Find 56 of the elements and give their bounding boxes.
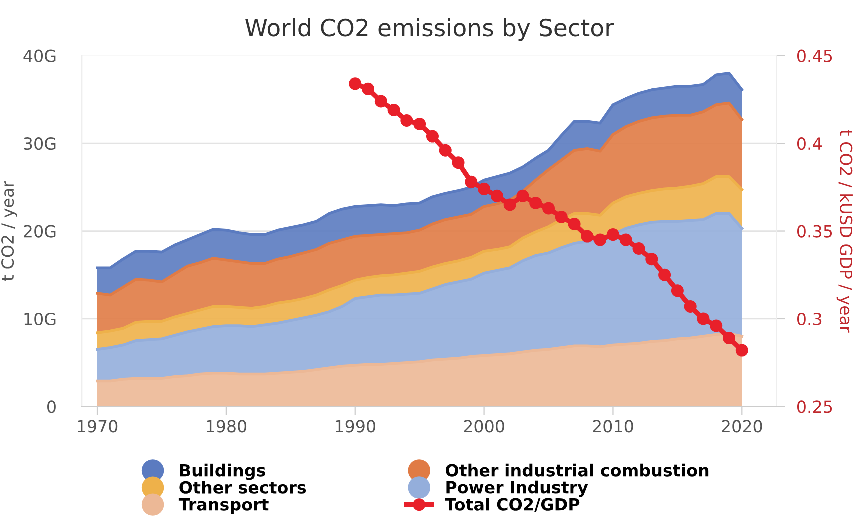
point bbox=[478, 182, 491, 196]
y-tick-label: 0 bbox=[48, 400, 56, 414]
point bbox=[439, 144, 452, 157]
point bbox=[710, 320, 723, 332]
point bbox=[568, 218, 581, 230]
x-tick-label: 1980 bbox=[207, 420, 247, 433]
y2-tick-label: 0.25 bbox=[798, 400, 832, 414]
legend-label: Other sectors bbox=[180, 481, 306, 494]
point bbox=[658, 268, 672, 282]
point bbox=[530, 196, 542, 210]
point bbox=[504, 198, 516, 212]
legend-label: Buildings bbox=[180, 464, 266, 480]
point bbox=[606, 228, 620, 242]
point bbox=[594, 234, 607, 246]
legend-label: Other industrial combustion bbox=[446, 464, 709, 477]
legend-label: Transport bbox=[178, 498, 269, 514]
point bbox=[414, 118, 426, 131]
y2-tick-label: 0.45 bbox=[798, 50, 832, 62]
point bbox=[581, 230, 594, 243]
point bbox=[671, 284, 684, 298]
chart-title: World CO2 emissions by Sector bbox=[245, 18, 614, 42]
point bbox=[684, 300, 697, 313]
point bbox=[400, 114, 414, 127]
point bbox=[388, 104, 400, 116]
x-tick-label: 1970 bbox=[78, 420, 118, 433]
point bbox=[555, 210, 568, 224]
y2-tick-label: 0.4 bbox=[798, 138, 822, 150]
y-tick-label: 10G bbox=[24, 312, 56, 326]
point bbox=[736, 344, 748, 357]
point bbox=[349, 78, 362, 90]
point bbox=[542, 202, 556, 215]
point bbox=[620, 234, 632, 246]
y-tick-label: 40G bbox=[24, 50, 56, 62]
point bbox=[465, 176, 478, 188]
point bbox=[362, 82, 375, 96]
point bbox=[516, 190, 530, 202]
point bbox=[723, 332, 736, 345]
legend-label: Total CO2/GDP bbox=[445, 498, 580, 512]
x-tick-label: 2020 bbox=[722, 420, 762, 433]
y2-axis-title: t CO2 / kUSD GDP / year bbox=[836, 130, 853, 333]
x-tick-label: 2010 bbox=[593, 420, 634, 433]
y-tick-label: 30G bbox=[24, 138, 56, 150]
point bbox=[646, 253, 658, 266]
y-axis-title: t CO2 / year bbox=[2, 180, 18, 282]
y2-tick-label: 0.35 bbox=[798, 225, 832, 238]
point bbox=[374, 95, 388, 108]
x-tick-label: 1990 bbox=[336, 420, 376, 433]
point bbox=[490, 190, 504, 202]
point bbox=[632, 242, 646, 256]
point bbox=[426, 130, 439, 143]
x-tick-label: 2000 bbox=[464, 420, 504, 433]
point bbox=[452, 156, 465, 170]
y-tick-label: 20G bbox=[24, 225, 56, 238]
point bbox=[697, 312, 710, 326]
y2-tick-label: 0.3 bbox=[798, 312, 822, 326]
legend-label: Power Industry bbox=[446, 480, 588, 498]
